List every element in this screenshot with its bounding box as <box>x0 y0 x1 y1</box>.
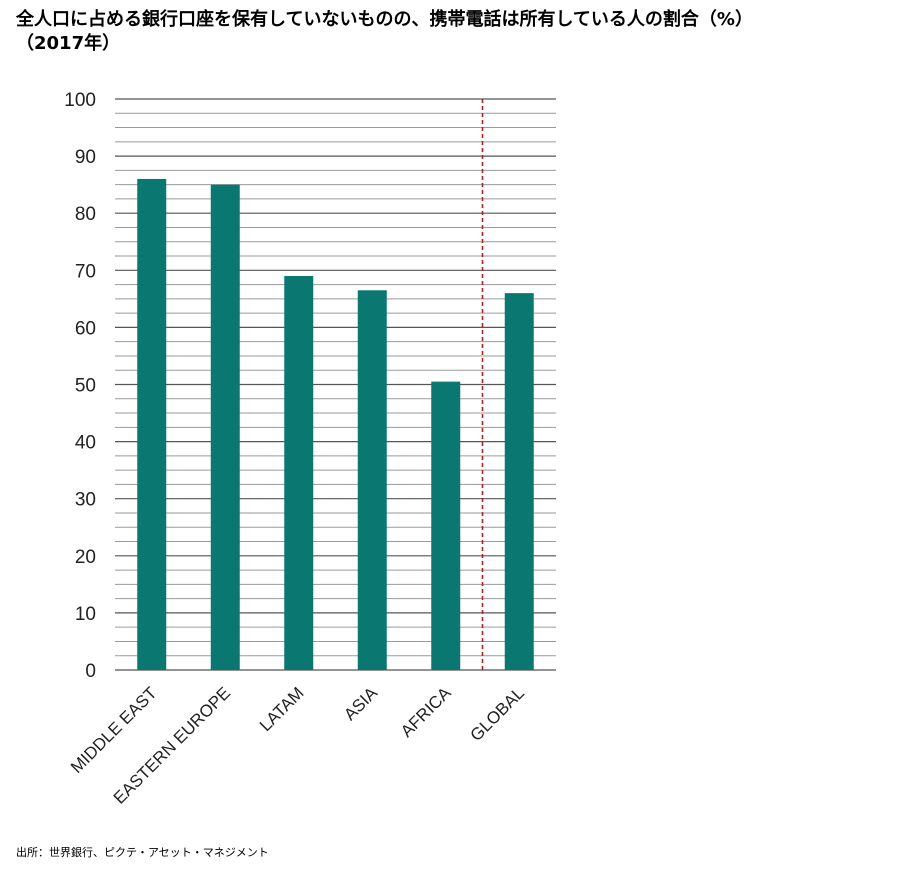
y-tick-label: 60 <box>75 318 96 339</box>
y-tick-label: 80 <box>75 204 96 225</box>
source-note: 出所：世界銀行、ピクテ・アセット・マネジメント <box>16 846 269 859</box>
x-category-label: GLOBAL <box>467 683 529 745</box>
x-category-label: LATAM <box>256 683 308 735</box>
y-tick-label: 40 <box>75 433 96 454</box>
y-tick-label: 100 <box>64 90 96 111</box>
chart-title-line2: （2017年） <box>16 33 121 54</box>
bars <box>137 178 534 670</box>
y-axis-tick-labels: 0 10 20 30 40 50 60 70 80 90 100 <box>64 90 96 682</box>
bar-global <box>504 293 534 670</box>
y-tick-label: 70 <box>75 261 96 282</box>
x-category-label: ASIA <box>340 683 381 724</box>
y-tick-label: 0 <box>85 661 96 682</box>
x-category-label: AFRICA <box>397 683 455 741</box>
bar-middle-east <box>137 178 167 670</box>
y-tick-label: 30 <box>75 490 96 511</box>
y-tick-label: 10 <box>75 604 96 625</box>
y-tick-label: 50 <box>75 376 96 397</box>
bar-eastern-europe <box>210 184 240 670</box>
gridlines <box>115 98 556 671</box>
bar-africa <box>431 381 461 670</box>
y-tick-label: 90 <box>75 147 96 168</box>
bar-asia <box>357 290 387 670</box>
chart-title: 全人口に占める銀行口座を保有していないものの、携帯電話は所有している人の割合（%… <box>16 8 753 56</box>
bar-latam <box>284 276 314 670</box>
chart-title-line1: 全人口に占める銀行口座を保有していないものの、携帯電話は所有している人の割合（%… <box>16 9 753 30</box>
y-tick-label: 20 <box>75 547 96 568</box>
